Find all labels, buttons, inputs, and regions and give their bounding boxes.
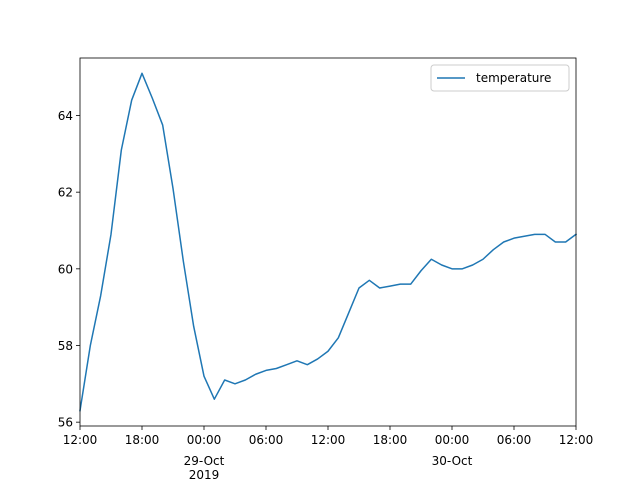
legend-box <box>430 64 570 92</box>
series-line-temperature <box>79 72 578 412</box>
legend-label-temperature: temperature <box>476 71 551 85</box>
y-axis: 56 58 60 62 64 <box>58 109 80 430</box>
x-tick-label: 00:00 <box>435 433 470 447</box>
x-tick-label: 12:00 <box>559 433 594 447</box>
y-tick-label: 64 <box>58 109 73 123</box>
x-tick-label: 18:00 <box>125 433 160 447</box>
x-tick-date-label: 29-Oct <box>184 454 225 468</box>
x-tick-label: 06:00 <box>249 433 284 447</box>
x-tick-label: 12:00 <box>63 433 98 447</box>
x-tick-label: 12:00 <box>311 433 346 447</box>
x-tick-label: 06:00 <box>497 433 532 447</box>
y-tick-label: 62 <box>58 186 73 200</box>
legend: temperature <box>430 64 570 92</box>
x-tick-year-label: 2019 <box>189 468 220 480</box>
x-tick-label: 18:00 <box>373 433 408 447</box>
plot-area <box>79 72 578 412</box>
x-tick-label: 00:00 <box>187 433 222 447</box>
y-tick-label: 58 <box>58 339 73 353</box>
y-tick-label: 60 <box>58 262 73 276</box>
y-tick-label: 56 <box>58 416 73 430</box>
x-tick-date-label: 30-Oct <box>432 454 473 468</box>
